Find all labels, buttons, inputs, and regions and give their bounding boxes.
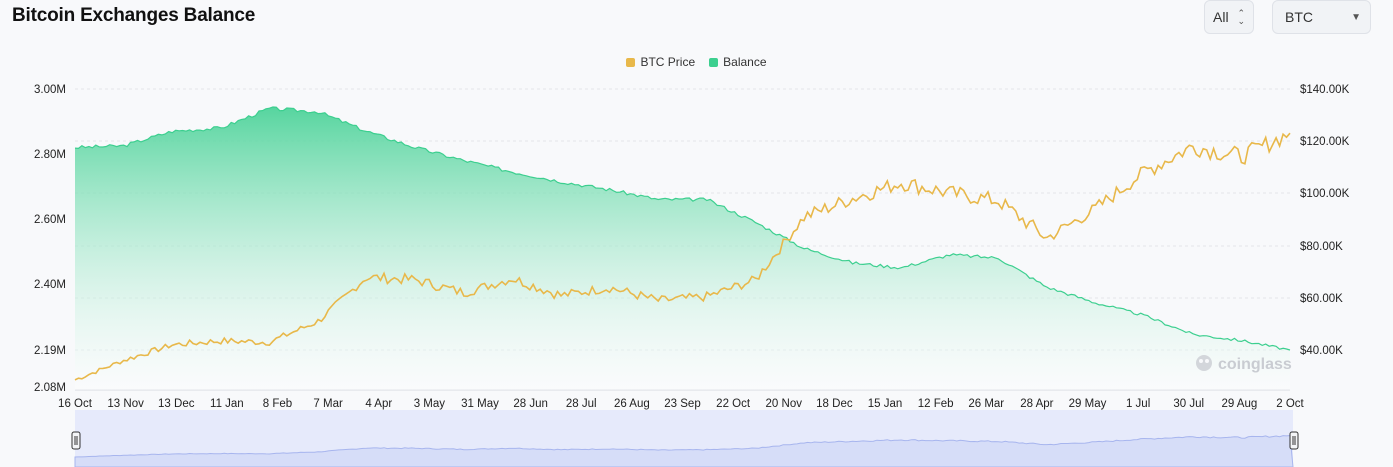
x-tick-label: 15 Jan [868, 398, 903, 410]
up-down-chevron-icon: ⌃ ⌄ [1237, 8, 1245, 26]
x-tick-label: 29 Aug [1221, 398, 1257, 410]
x-tick-label: 26 Aug [614, 398, 650, 410]
x-tick-label: 22 Oct [716, 398, 751, 410]
x-tick-label: 20 Nov [766, 398, 803, 410]
balance-area [75, 107, 1290, 390]
x-tick-label: 31 May [461, 398, 499, 410]
x-tick-label: 13 Nov [107, 398, 144, 410]
x-tick-label: 28 Jun [513, 398, 548, 410]
x-tick-label: 3 May [414, 398, 446, 410]
asset-select[interactable]: BTC ▼ [1272, 0, 1371, 34]
legend-item-balance[interactable]: Balance [709, 55, 767, 69]
asset-value: BTC [1285, 9, 1313, 25]
y-left-tick-label: 2.08M [34, 382, 66, 394]
y-left-tick-label: 2.40M [34, 279, 66, 291]
y-right-tick-label: $100.00K [1300, 188, 1350, 200]
x-tick-label: 23 Sep [664, 398, 700, 410]
legend-swatch-btc-price [626, 57, 636, 67]
balance-line [74, 106, 1291, 351]
navigator-series [74, 435, 1294, 467]
y-left-tick-label: 3.00M [34, 84, 66, 96]
x-tick-label: 30 Jul [1173, 398, 1204, 410]
x-axis: 16 Oct 13 Nov 13 Dec 11 Jan 8 Feb 7 Mar 4 Apr 3… [58, 398, 1304, 410]
caret-down-icon: ▼ [1351, 11, 1361, 23]
legend-label-btc-price: BTC Price [640, 55, 696, 69]
coinglass-logo-icon [1196, 355, 1212, 371]
legend-swatch-balance [709, 57, 719, 67]
y-left-tick-label: 2.19M [34, 345, 66, 357]
x-tick-label: 7 Mar [313, 398, 343, 410]
x-tick-label: 29 May [1069, 398, 1107, 410]
time-range-value: All [1213, 9, 1229, 25]
x-tick-label: 13 Dec [158, 398, 195, 410]
x-tick-label: 28 Apr [1020, 398, 1053, 410]
y-right-tick-label: $40.00K [1300, 345, 1343, 357]
range-navigator[interactable] [71, 410, 1299, 467]
x-tick-label: 1 Jul [1126, 398, 1150, 410]
balance-series [74, 106, 1291, 390]
y-left-tick-label: 2.80M [34, 149, 66, 161]
x-tick-label: 26 Mar [968, 398, 1004, 410]
x-tick-label: 12 Feb [918, 398, 954, 410]
btc-price-line [74, 132, 1291, 381]
chart-legend: BTC Price Balance [0, 55, 1393, 69]
y-left-tick-label: 2.60M [34, 214, 66, 226]
y-right-tick-label: $60.00K [1300, 293, 1343, 305]
y-right-tick-label: $140.00K [1300, 84, 1350, 96]
legend-item-btc-price[interactable]: BTC Price [626, 55, 695, 69]
navigator-right-handle[interactable] [1289, 431, 1299, 450]
x-tick-label: 4 Apr [365, 398, 392, 410]
x-tick-label: 18 Dec [816, 398, 853, 410]
btc-price-series [74, 132, 1291, 381]
page-title: Bitcoin Exchanges Balance [12, 5, 256, 26]
navigator-left-handle[interactable] [71, 431, 81, 450]
y-right-tick-label: $80.00K [1300, 241, 1343, 253]
x-tick-label: 8 Feb [263, 398, 292, 410]
y-right-tick-label: $120.00K [1300, 136, 1350, 148]
watermark-text: coinglass [1218, 356, 1292, 373]
x-tick-label: 11 Jan [210, 398, 244, 410]
x-tick-label: 16 Oct [58, 398, 93, 410]
legend-label-balance: Balance [723, 55, 767, 69]
x-tick-label: 2 Oct [1276, 398, 1304, 410]
time-range-select[interactable]: All ⌃ ⌄ [1204, 0, 1254, 34]
right-axis: $140.00K $120.00K $100.00K $80.00K $60.00K $4… [1300, 84, 1350, 357]
left-axis: 3.00M 2.80M 2.60M 2.40M 2.19M 2.08M [34, 84, 66, 394]
x-tick-label: 28 Jul [566, 398, 597, 410]
